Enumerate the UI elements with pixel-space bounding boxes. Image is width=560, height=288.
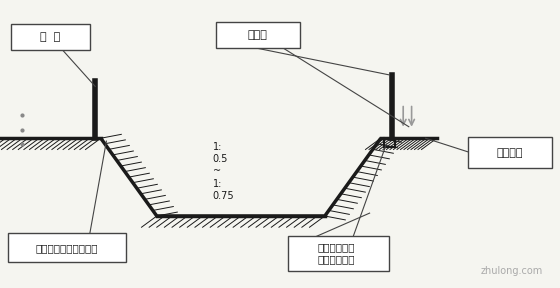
Text: 设截水沟: 设截水沟 bbox=[496, 148, 523, 158]
FancyBboxPatch shape bbox=[11, 24, 90, 50]
FancyBboxPatch shape bbox=[8, 233, 126, 262]
Text: 护  栏: 护 栏 bbox=[40, 33, 60, 42]
Text: 1:
0.5
~
1:
0.75: 1: 0.5 ~ 1: 0.75 bbox=[213, 142, 235, 201]
Text: 观察坑壁边缘
有无松散塌落: 观察坑壁边缘 有无松散塌落 bbox=[318, 242, 354, 264]
FancyBboxPatch shape bbox=[288, 236, 389, 271]
Text: 设护道: 设护道 bbox=[248, 30, 268, 39]
Text: zhulong.com: zhulong.com bbox=[481, 266, 543, 276]
Text: 观察坑壁边缘有无裂缝: 观察坑壁边缘有无裂缝 bbox=[36, 243, 99, 253]
FancyBboxPatch shape bbox=[216, 22, 300, 48]
FancyBboxPatch shape bbox=[468, 137, 552, 168]
